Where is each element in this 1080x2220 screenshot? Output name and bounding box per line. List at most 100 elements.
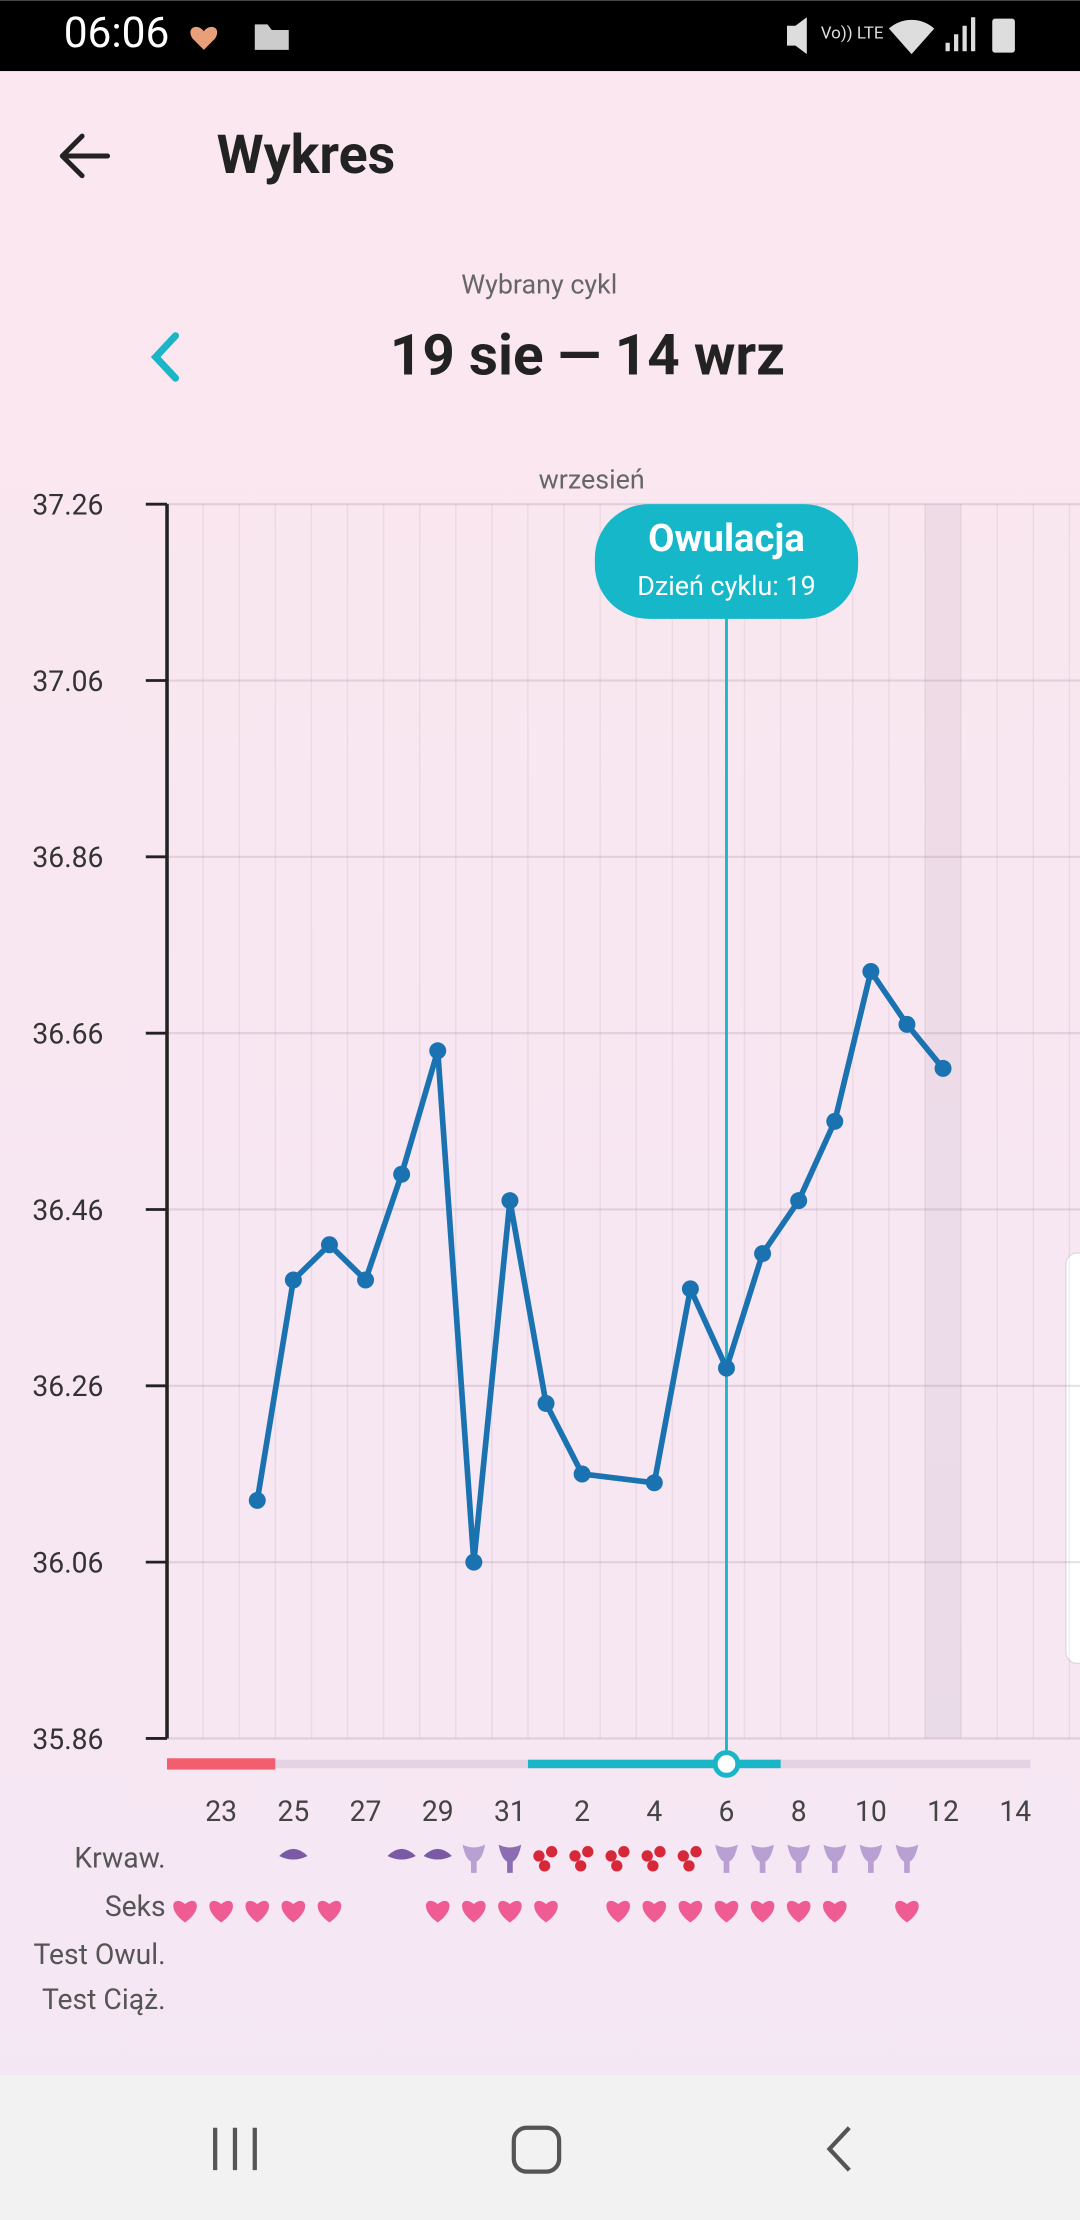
bleeding-icon: [859, 1844, 883, 1873]
y-tick-label: 36.06: [32, 1546, 103, 1579]
bleeding-icon: [387, 1848, 416, 1860]
temperature-point: [357, 1271, 375, 1289]
temperature-point: [248, 1491, 266, 1509]
x-tick-label: 6: [719, 1795, 735, 1828]
sex-icon: [462, 1900, 486, 1923]
period-track: [167, 1758, 276, 1770]
sex-icon: [281, 1900, 306, 1923]
temperature-point: [898, 1015, 916, 1033]
sex-icon: [642, 1900, 667, 1923]
sex-icon: [895, 1900, 919, 1923]
bleeding-icon: [279, 1848, 308, 1860]
temperature-line: [254, 1047, 585, 1565]
previous-cycle-button[interactable]: [150, 332, 180, 382]
x-tick-label: 2: [574, 1795, 590, 1828]
bleeding-icon: [641, 1850, 653, 1862]
bleeding-icon: [582, 1846, 594, 1858]
annotation-bubble: [594, 504, 859, 619]
temperature-point: [429, 1042, 447, 1060]
sex-icon: [750, 1900, 775, 1923]
temperature-point: [573, 1465, 591, 1483]
x-tick-label: 14: [999, 1795, 1031, 1828]
header-title: Wykres: [217, 124, 396, 187]
cycle-range: 19 sie — 14 wrz: [390, 322, 785, 389]
sex-icon: [173, 1900, 197, 1923]
temperature-point: [645, 1474, 663, 1492]
x-tick-label: 25: [277, 1795, 309, 1828]
bleeding-icon: [618, 1846, 630, 1858]
bleeding-icon: [569, 1850, 581, 1862]
bleeding-icon: [715, 1844, 738, 1873]
sex-icon: [245, 1900, 270, 1923]
bleeding-icon: [823, 1844, 847, 1873]
sex-icon: [534, 1900, 558, 1923]
health-icon: [190, 26, 218, 50]
y-tick-label: 37.06: [32, 665, 103, 698]
bleeding-icon: [654, 1846, 666, 1858]
x-tick-label: 29: [422, 1795, 454, 1828]
temperature-point: [934, 1059, 952, 1077]
bleeding-icon: [690, 1846, 702, 1858]
temperature-point: [717, 1359, 735, 1377]
temperature-point: [862, 962, 880, 980]
temperature-point: [501, 1192, 519, 1210]
bleeding-icon: [538, 1860, 551, 1872]
temperature-point: [537, 1394, 555, 1412]
temperature-point: [826, 1112, 844, 1130]
nav-home[interactable]: [511, 2125, 562, 2174]
cycle-label: Wybrany cykl: [461, 268, 617, 300]
plot-area: [202, 504, 1071, 1739]
x-tick-label: 12: [927, 1795, 959, 1828]
symbol-row-label: Test Owul.: [34, 1938, 166, 1971]
y-tick-label: 36.46: [32, 1194, 103, 1227]
side-handle[interactable]: [1065, 1252, 1080, 1665]
bleeding-icon: [895, 1844, 919, 1873]
y-tick-label: 36.66: [32, 1017, 103, 1050]
bleeding-icon: [546, 1846, 558, 1858]
status-time: 06:06: [64, 9, 170, 58]
bleeding-icon: [751, 1844, 774, 1873]
navigation-bar: [0, 2075, 1080, 2220]
sex-icon: [822, 1900, 847, 1923]
x-tick-label: 4: [646, 1795, 662, 1828]
x-tick-label: 8: [791, 1795, 807, 1828]
today-column: [925, 504, 962, 1739]
bleeding-icon: [533, 1850, 545, 1862]
status-icons: Vo)) LTE: [786, 17, 1015, 55]
temperature-point: [284, 1271, 302, 1289]
sex-icon: [209, 1900, 233, 1923]
symbol-row-label: Krwaw.: [74, 1842, 165, 1875]
temperature-point: [681, 1280, 699, 1298]
bleeding-icon: [423, 1848, 452, 1860]
x-tick-label: 10: [855, 1795, 887, 1828]
sex-icon: [425, 1900, 450, 1923]
bleeding-icon: [462, 1844, 486, 1873]
annotation-title: Owulacja: [648, 517, 805, 561]
line-connector: [581, 1471, 655, 1486]
bleeding-icon: [647, 1860, 659, 1872]
symbol-row-label: Test Ciąż.: [42, 1983, 166, 2016]
fertile-track: [527, 1759, 781, 1769]
symbol-row-label: Seks: [105, 1890, 166, 1923]
y-tick-label: 35.86: [32, 1723, 103, 1756]
temperature-point: [465, 1553, 483, 1571]
nav-recent[interactable]: [213, 2127, 257, 2171]
temperature-point: [754, 1245, 772, 1263]
temperature-point: [393, 1165, 411, 1183]
month-label: wrzesień: [539, 464, 645, 496]
temperature-point: [320, 1236, 338, 1254]
bleeding-icon: [677, 1850, 689, 1862]
sex-icon: [317, 1900, 342, 1923]
folder-icon: [254, 24, 289, 50]
sex-icon: [606, 1900, 630, 1923]
back-button[interactable]: [59, 133, 111, 179]
x-tick-label: 31: [494, 1795, 526, 1828]
ovulation-marker: [712, 1750, 741, 1778]
bleeding-icon: [787, 1844, 810, 1873]
x-tick-label: 27: [350, 1795, 382, 1828]
y-tick-label: 36.86: [32, 841, 103, 874]
nav-back[interactable]: [826, 2126, 851, 2172]
temperature-point: [790, 1192, 808, 1210]
sex-icon: [678, 1900, 703, 1923]
